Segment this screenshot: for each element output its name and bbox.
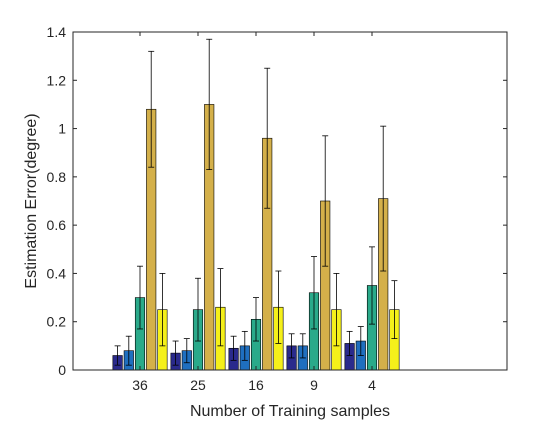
y-tick-label-0.8: 0.8 bbox=[47, 169, 67, 185]
error-bars-layer bbox=[114, 38, 398, 366]
error-bar-5-9 bbox=[333, 273, 340, 347]
x-tick-label-36: 36 bbox=[132, 377, 148, 393]
error-bar-5-25 bbox=[217, 268, 224, 347]
error-bar-2-4 bbox=[357, 326, 364, 356]
error-bar-2-36 bbox=[125, 335, 132, 366]
error-bar-5-16 bbox=[275, 270, 282, 344]
error-bar-1-16 bbox=[230, 335, 237, 361]
y-tick-label-0: 0 bbox=[58, 362, 66, 378]
error-bar-1-9 bbox=[288, 333, 295, 359]
error-bar-1-36 bbox=[114, 345, 121, 366]
error-bar-1-25 bbox=[172, 340, 179, 366]
y-tick-label-1.4: 1.4 bbox=[47, 24, 67, 40]
error-bar-3-25 bbox=[195, 277, 201, 342]
error-bar-3-9 bbox=[311, 256, 317, 330]
y-axis-label: Estimation Error(degree) bbox=[23, 113, 40, 288]
x-axis-label: Number of Training samples bbox=[190, 403, 390, 420]
x-tick-label-4: 4 bbox=[368, 377, 376, 393]
error-bar-4-4 bbox=[380, 125, 387, 272]
y-tick-label-1.2: 1.2 bbox=[47, 72, 67, 88]
error-bar-5-4 bbox=[391, 280, 398, 340]
y-tick-label-0.4: 0.4 bbox=[47, 265, 67, 281]
error-bar-2-16 bbox=[241, 330, 248, 361]
error-bar-1-4 bbox=[346, 330, 353, 356]
error-bar-4-16 bbox=[264, 67, 271, 209]
x-axis: 36 25 16 9 4 bbox=[132, 32, 376, 393]
y-tick-label-1: 1 bbox=[58, 121, 66, 137]
y-tick-label-0.2: 0.2 bbox=[47, 314, 67, 330]
y-tick-label-0.6: 0.6 bbox=[47, 217, 67, 233]
error-bar-3-36 bbox=[137, 265, 143, 330]
x-tick-label-16: 16 bbox=[248, 377, 264, 393]
error-bar-4-9 bbox=[322, 135, 329, 267]
x-tick-label-25: 25 bbox=[190, 377, 206, 393]
plot-frame bbox=[72, 31, 508, 371]
error-bar-5-36 bbox=[159, 273, 166, 347]
x-tick-label-9: 9 bbox=[310, 377, 318, 393]
error-bar-4-25 bbox=[206, 38, 213, 171]
error-bar-3-16 bbox=[253, 297, 259, 342]
error-bar-4-36 bbox=[148, 50, 155, 168]
error-bar-3-4 bbox=[369, 246, 375, 325]
error-bar-2-25 bbox=[183, 338, 190, 364]
error-bar-2-9 bbox=[299, 333, 306, 359]
y-axis: 0 0.2 0.4 0.6 0.8 1 1.2 1.4 bbox=[47, 24, 507, 378]
